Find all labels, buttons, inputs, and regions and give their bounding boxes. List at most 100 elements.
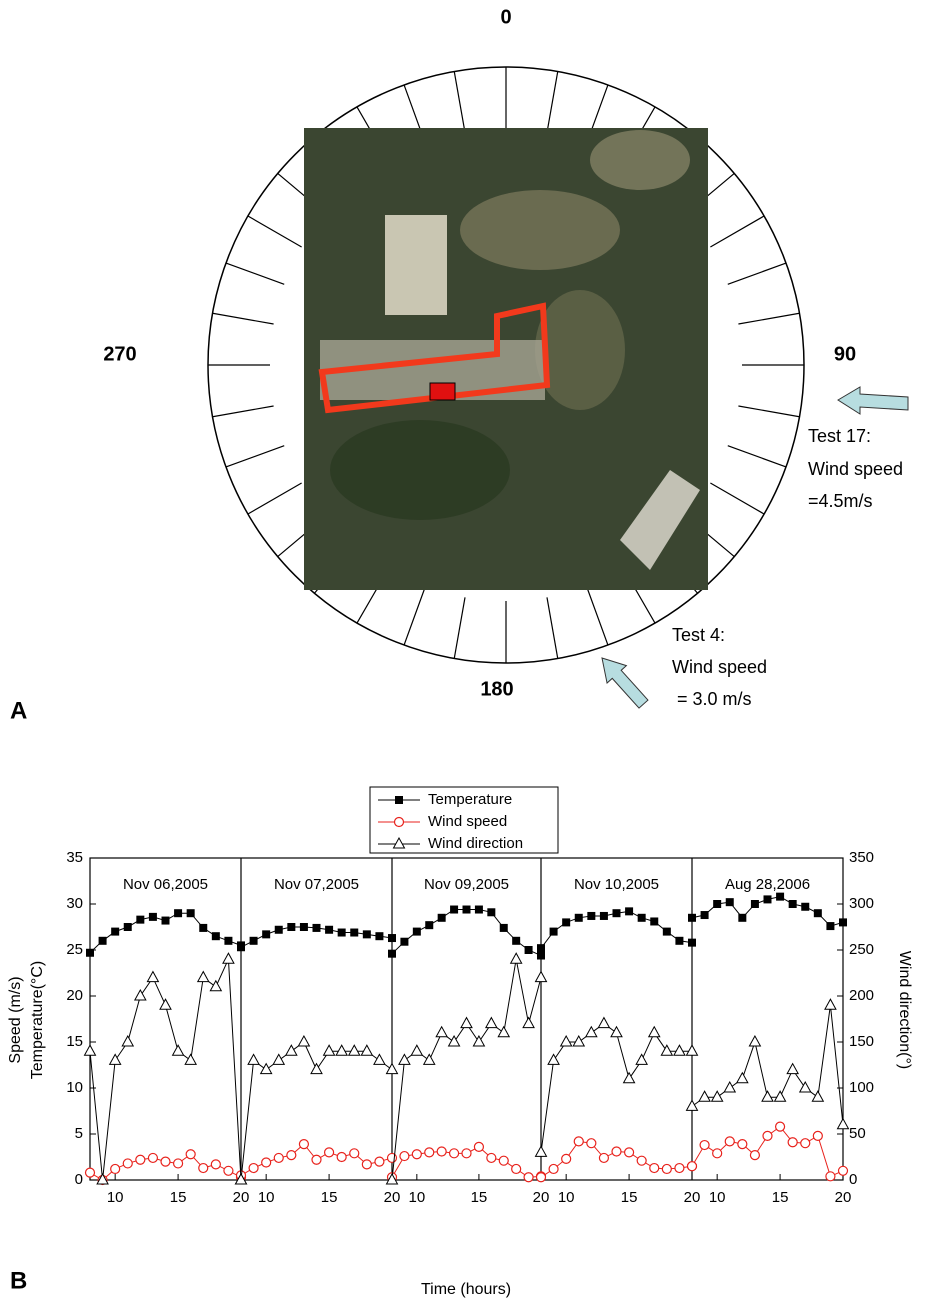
- annotation: Wind speed: [672, 657, 767, 677]
- circle-marker: [686, 1161, 698, 1172]
- circle-marker: [411, 1149, 422, 1160]
- triangle-marker: [534, 1145, 548, 1157]
- triangle-marker: [773, 1090, 787, 1102]
- triangle-marker: [484, 1016, 498, 1029]
- x-tick-label: 20: [835, 1189, 852, 1206]
- circle-marker: [712, 1148, 723, 1159]
- x-tick-label: 10: [408, 1189, 425, 1206]
- triangle-marker: [660, 1044, 674, 1056]
- square-marker: [839, 918, 847, 927]
- photo-patch: [535, 290, 625, 410]
- triangle-marker: [385, 1062, 399, 1075]
- square-marker: [512, 936, 521, 945]
- square-marker: [199, 923, 208, 932]
- triangle-marker: [584, 1025, 598, 1038]
- square-marker: [86, 948, 94, 957]
- circle-marker: [598, 1152, 610, 1164]
- square-marker: [587, 911, 596, 920]
- square-marker: [750, 900, 759, 908]
- square-marker: [637, 913, 646, 922]
- x-tick-label: 15: [772, 1189, 789, 1206]
- circle-marker: [110, 1163, 121, 1175]
- square-marker: [375, 932, 384, 941]
- panel-title: Nov 09,2005: [424, 876, 509, 893]
- circle-marker: [473, 1141, 485, 1152]
- circle-marker: [749, 1150, 761, 1161]
- photo-building: [385, 215, 447, 315]
- circle-marker: [623, 1147, 635, 1158]
- square-marker: [161, 916, 170, 925]
- triangle-marker: [685, 1099, 699, 1111]
- compass-tick: [727, 262, 787, 285]
- square-marker: [662, 927, 671, 936]
- square-marker: [148, 912, 157, 921]
- circle-marker: [548, 1163, 559, 1175]
- triangle-marker: [509, 952, 523, 964]
- square-marker: [337, 928, 346, 937]
- square-marker: [325, 925, 334, 934]
- circle-marker: [261, 1157, 272, 1168]
- circle-marker: [311, 1154, 322, 1165]
- circle-marker: [737, 1139, 748, 1150]
- legend-label: Wind direction: [428, 835, 523, 852]
- y-tick-label: 20: [66, 987, 83, 1004]
- y-tick-label: 30: [66, 895, 83, 912]
- square-marker: [688, 913, 696, 922]
- circle-marker: [486, 1152, 497, 1164]
- circle-marker: [160, 1156, 171, 1167]
- triangle-marker: [597, 1016, 611, 1029]
- triangle-marker: [685, 1044, 699, 1056]
- y2-tick-label: 200: [849, 987, 874, 1004]
- legend-label: Wind speed: [428, 813, 507, 830]
- square-marker: [412, 927, 421, 936]
- y-tick-label: 0: [75, 1171, 83, 1188]
- square-marker: [700, 911, 709, 920]
- y2-tick-label: 350: [849, 849, 874, 866]
- triangle-marker: [647, 1025, 661, 1038]
- triangle-marker: [234, 1172, 248, 1185]
- triangle-marker: [398, 1053, 411, 1065]
- annotation: Test 17:: [808, 426, 871, 446]
- x-tick-label: 20: [233, 1189, 250, 1206]
- triangle-marker: [786, 1062, 800, 1075]
- triangle-marker: [96, 1172, 109, 1185]
- legend-label: Temperature: [428, 791, 512, 808]
- compass-label: 0: [500, 6, 511, 28]
- circle-marker: [636, 1155, 647, 1166]
- square-marker: [574, 913, 583, 922]
- circle-marker: [448, 1148, 460, 1159]
- circle-marker: [787, 1137, 798, 1148]
- triangle-marker: [622, 1071, 636, 1084]
- annotation: = 3.0 m/s: [672, 689, 752, 709]
- triangle-marker: [284, 1044, 298, 1056]
- compass-tick: [247, 215, 302, 248]
- square-marker: [395, 796, 403, 804]
- circle-marker: [122, 1158, 133, 1169]
- compass-tick: [403, 586, 426, 646]
- square-marker: [388, 934, 396, 943]
- compass-tick: [453, 597, 466, 659]
- triangle-marker: [735, 1071, 749, 1084]
- wind-arrow: [601, 657, 649, 709]
- square-marker: [299, 923, 308, 931]
- square-marker: [813, 909, 822, 918]
- circle-marker: [424, 1147, 435, 1158]
- triangle-marker: [698, 1090, 711, 1102]
- triangle-marker: [360, 1044, 374, 1056]
- circle-marker: [586, 1138, 597, 1149]
- circle-marker: [561, 1153, 572, 1164]
- sensor-location: [429, 382, 456, 401]
- panel-label: B: [10, 1267, 27, 1294]
- square-marker: [224, 936, 233, 945]
- circle-marker: [399, 1150, 410, 1162]
- panel-title: Aug 28,2006: [725, 876, 810, 893]
- square-marker: [675, 936, 684, 945]
- annotation: Wind speed: [808, 459, 903, 479]
- triangle-marker: [824, 998, 837, 1010]
- circle-marker: [511, 1163, 522, 1175]
- compass-tick: [212, 312, 274, 325]
- square-marker: [388, 949, 396, 958]
